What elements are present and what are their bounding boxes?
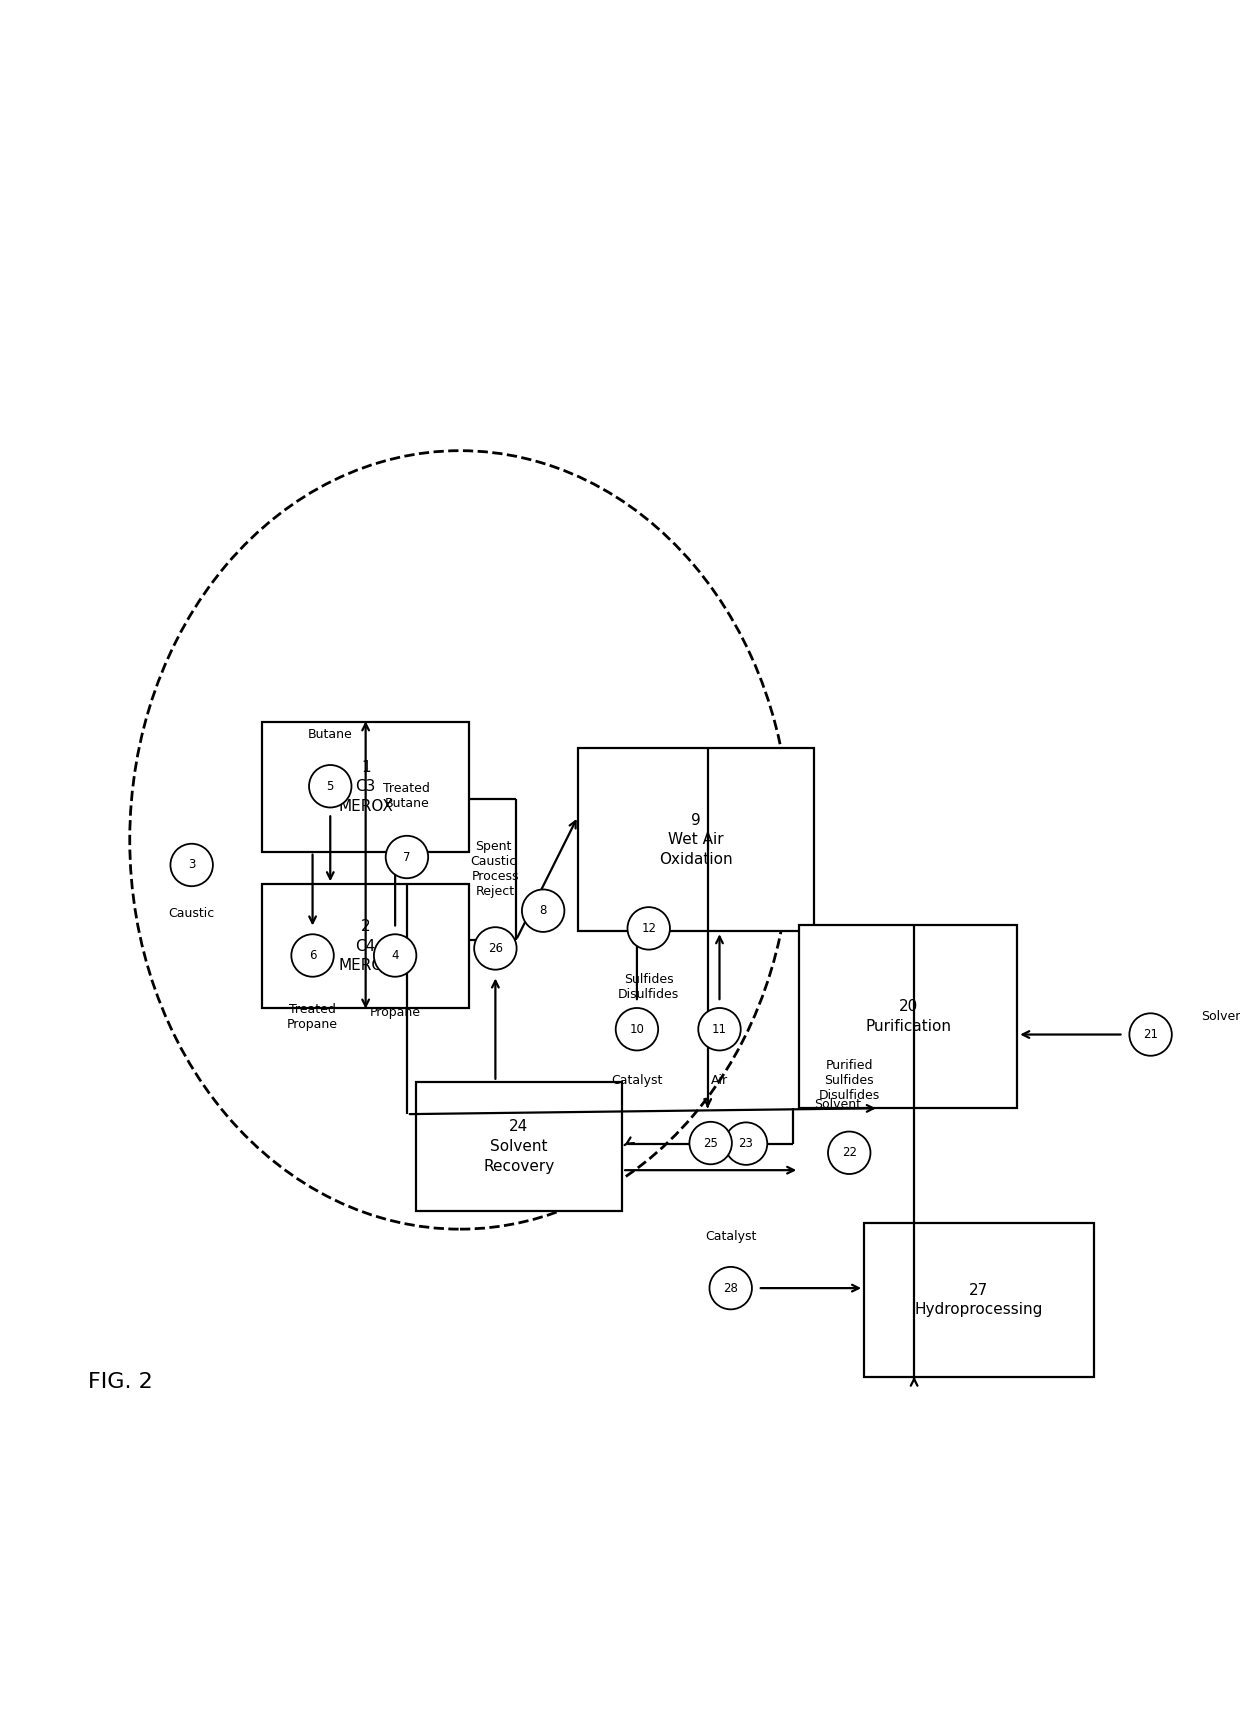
Text: 5: 5 <box>326 781 334 793</box>
Text: 4: 4 <box>392 950 399 962</box>
Text: Propane: Propane <box>370 1007 420 1019</box>
Text: Air: Air <box>711 1074 728 1086</box>
Text: 2
C4
MEROX: 2 C4 MEROX <box>339 919 393 974</box>
Text: Catalyst: Catalyst <box>611 1074 662 1086</box>
Circle shape <box>170 845 213 886</box>
Bar <box>578 748 813 931</box>
Text: 10: 10 <box>630 1022 645 1036</box>
Text: 22: 22 <box>842 1147 857 1159</box>
Text: Solvent: Solvent <box>1202 1010 1240 1022</box>
Text: Process
Reject: Process Reject <box>471 870 520 898</box>
Text: 9
Wet Air
Oxidation: 9 Wet Air Oxidation <box>660 813 733 867</box>
Text: Treated
Butane: Treated Butane <box>383 782 430 810</box>
Text: Spent
Caustic: Spent Caustic <box>470 841 516 869</box>
Circle shape <box>709 1268 751 1309</box>
Circle shape <box>522 889 564 933</box>
Text: 12: 12 <box>641 922 656 934</box>
Circle shape <box>374 934 417 977</box>
Text: Purified
Sulfides
Disulfides: Purified Sulfides Disulfides <box>818 1059 880 1102</box>
Circle shape <box>725 1123 768 1166</box>
Text: 6: 6 <box>309 950 316 962</box>
Bar <box>415 1081 622 1211</box>
Circle shape <box>828 1131 870 1174</box>
Text: FIG. 2: FIG. 2 <box>88 1373 154 1392</box>
Circle shape <box>386 836 428 879</box>
Text: Butane: Butane <box>308 729 352 741</box>
Text: 1
C3
MEROX: 1 C3 MEROX <box>339 760 393 813</box>
Text: 20
Purification: 20 Purification <box>866 1000 951 1034</box>
Text: 7: 7 <box>403 850 410 864</box>
Text: 25: 25 <box>703 1136 718 1150</box>
Text: 3: 3 <box>188 858 196 872</box>
Text: 27
Hydroprocessing: 27 Hydroprocessing <box>915 1283 1043 1318</box>
Circle shape <box>698 1009 740 1050</box>
Text: Caustic: Caustic <box>169 907 215 920</box>
Circle shape <box>309 765 351 808</box>
Circle shape <box>627 907 670 950</box>
Circle shape <box>616 1009 658 1050</box>
Text: Solvent: Solvent <box>815 1098 862 1110</box>
Text: 21: 21 <box>1143 1028 1158 1041</box>
Circle shape <box>291 934 334 977</box>
Text: 28: 28 <box>723 1281 738 1295</box>
Text: Sulfides
Disulfides: Sulfides Disulfides <box>618 974 680 1002</box>
Bar <box>864 1223 1094 1376</box>
Circle shape <box>689 1123 732 1164</box>
Text: 26: 26 <box>487 941 503 955</box>
Circle shape <box>474 927 517 969</box>
Text: Catalyst: Catalyst <box>706 1230 756 1243</box>
Text: 8: 8 <box>539 905 547 917</box>
Circle shape <box>1130 1014 1172 1055</box>
Bar <box>799 926 1017 1109</box>
Text: 23: 23 <box>739 1136 754 1150</box>
Bar <box>263 884 469 1009</box>
Bar <box>263 722 469 851</box>
Text: 24
Solvent
Recovery: 24 Solvent Recovery <box>484 1119 554 1174</box>
Text: Treated
Propane: Treated Propane <box>288 1003 339 1031</box>
Text: 11: 11 <box>712 1022 727 1036</box>
